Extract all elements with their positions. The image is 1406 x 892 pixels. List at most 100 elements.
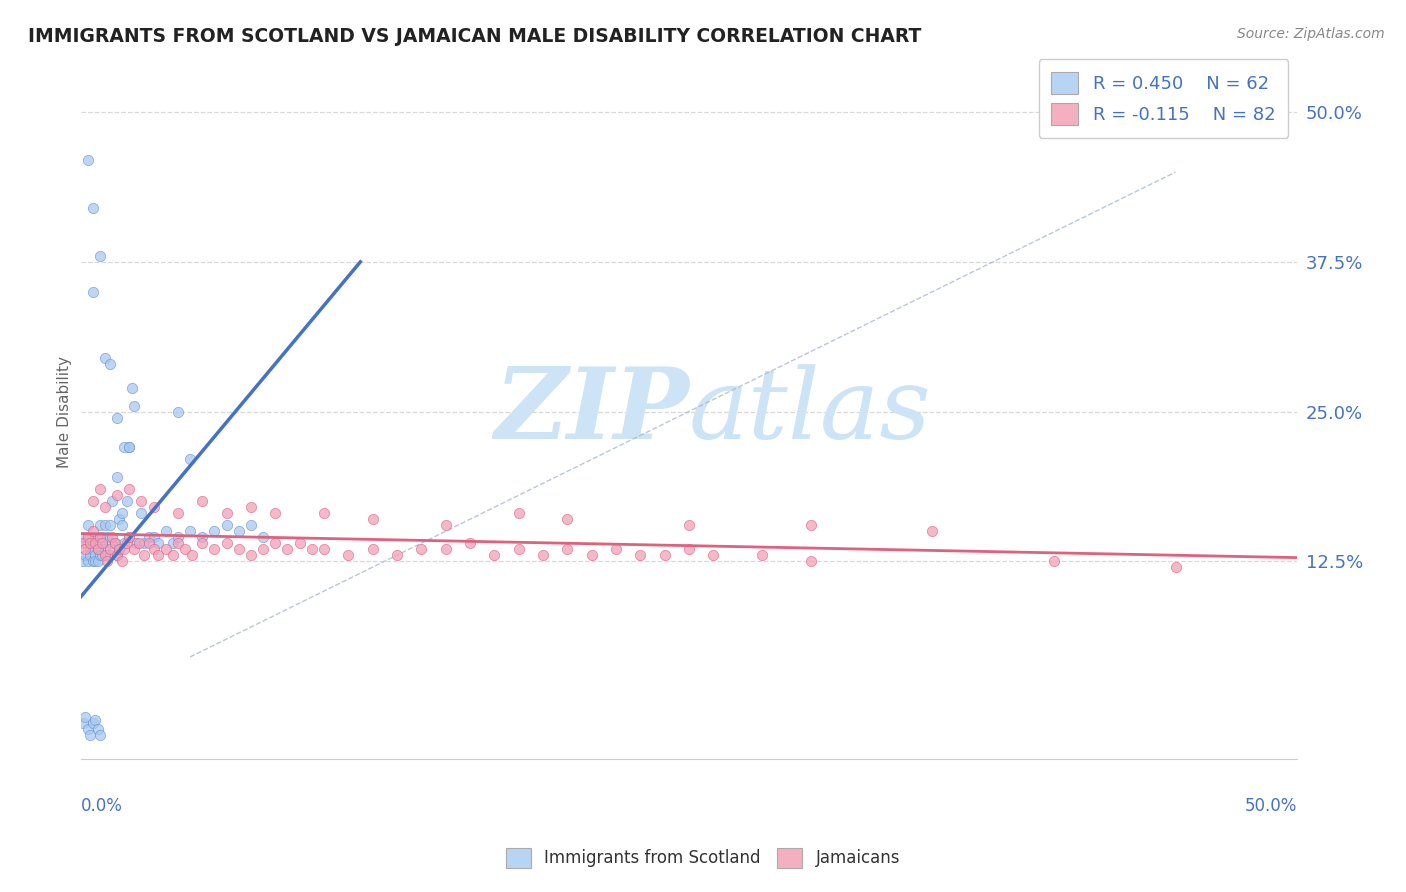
Point [581,548,603,562]
Point [72,536,94,550]
Point [799,518,821,533]
Point [132,548,155,562]
Point [799,554,821,568]
Point [215,506,238,520]
Point [555,512,578,526]
Point [131,494,153,508]
Point [76,518,98,533]
Point [1164,560,1187,574]
Point [96,530,118,544]
Point [166,506,188,520]
Y-axis label: Male Disability: Male Disability [58,356,72,467]
Point [122,542,145,557]
Point [86,722,108,736]
Point [508,542,530,557]
Point [94,500,117,515]
Point [89,483,111,497]
Point [82,715,104,730]
Point [118,530,141,544]
Point [215,518,238,533]
Point [239,548,262,562]
Point [162,548,184,562]
Point [605,542,627,557]
Point [108,542,131,557]
Point [166,536,188,550]
Point [111,506,134,520]
Point [105,488,128,502]
Point [105,410,128,425]
Point [112,441,135,455]
Point [155,542,177,557]
Point [96,554,118,568]
Point [91,530,114,544]
Point [98,542,121,557]
Point [75,536,97,550]
Point [105,548,128,562]
Point [531,548,554,562]
Point [215,536,238,550]
Point [125,536,148,550]
Point [654,548,676,562]
Point [434,542,457,557]
Point [678,542,700,557]
Point [166,530,188,544]
Point [312,506,335,520]
Point [252,542,274,557]
Point [111,518,134,533]
Text: ZIP: ZIP [494,363,689,459]
Point [84,554,107,568]
Point [75,548,97,562]
Point [72,530,94,544]
Point [108,542,131,557]
Point [1043,554,1066,568]
Point [138,530,160,544]
Point [82,201,104,215]
Point [94,351,117,365]
Point [555,542,578,557]
Point [82,494,104,508]
Point [98,357,121,371]
Point [202,542,225,557]
Point [166,404,188,418]
Point [108,512,131,526]
Point [458,536,481,550]
Point [91,548,114,562]
Point [101,536,124,550]
Point [179,452,201,467]
Point [148,548,170,562]
Point [138,536,160,550]
Point [252,530,274,544]
Text: Source: ZipAtlas.com: Source: ZipAtlas.com [1237,27,1385,41]
Point [118,483,141,497]
Point [98,548,121,562]
Point [434,518,457,533]
Point [312,542,335,557]
Point [112,542,135,557]
Point [86,542,108,557]
Point [148,536,170,550]
Point [79,530,101,544]
Point [118,441,141,455]
Point [79,548,101,562]
Point [361,512,384,526]
Point [94,542,117,557]
Point [82,524,104,539]
Point [76,153,98,167]
Point [79,536,101,550]
Point [228,542,250,557]
Point [89,536,111,550]
Text: IMMIGRANTS FROM SCOTLAND VS JAMAICAN MALE DISABILITY CORRELATION CHART: IMMIGRANTS FROM SCOTLAND VS JAMAICAN MAL… [28,27,921,45]
Point [75,542,97,557]
Point [411,542,433,557]
Point [118,530,141,544]
Point [228,524,250,539]
Point [121,381,143,395]
Point [94,536,117,550]
Point [94,518,117,533]
Point [76,722,98,736]
Point [79,728,101,742]
Point [89,728,111,742]
Point [72,715,94,730]
Point [79,542,101,557]
Point [179,524,201,539]
